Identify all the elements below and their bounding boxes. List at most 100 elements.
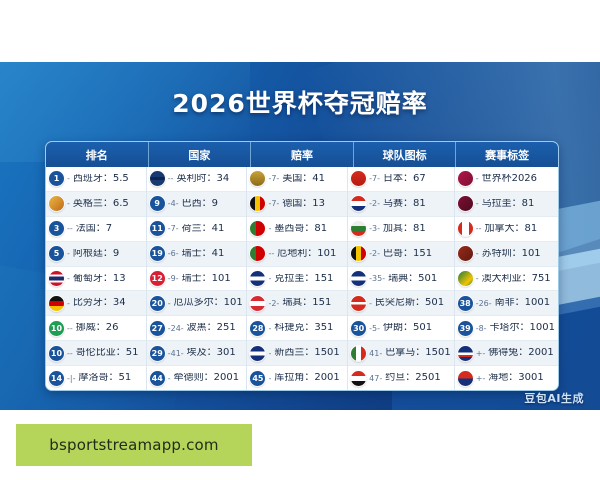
row-label: 瑞士：41 — [181, 248, 225, 259]
row-label: 澳大利亚：751 — [481, 273, 551, 284]
rank-badge: 39 — [457, 320, 473, 336]
table-row[interactable]: 27 -24- 波黑：251 — [146, 316, 247, 342]
scotland-crest-icon — [457, 246, 473, 262]
table-row[interactable]: -7- 日本：67 — [348, 167, 454, 192]
row-label: 厄瓜多尔：101 — [173, 298, 243, 309]
row-connector: - — [268, 323, 272, 333]
row-connector: - — [67, 274, 70, 283]
rank-badge: 30 — [351, 320, 367, 336]
row-label: 加其：81 — [383, 223, 426, 234]
row-label: 加拿大：81 — [484, 223, 538, 234]
table-row[interactable]: 14 -|- 摩洛哥：51 — [46, 366, 146, 390]
rank-badge: 1 — [49, 171, 64, 187]
row-label: 美国：41 — [282, 173, 326, 184]
table-row[interactable]: 11 -7- 荷兰：41 — [146, 216, 247, 242]
table-row[interactable]: 38 -26- 南非：1001 — [454, 291, 558, 317]
row-connector: -7- — [268, 174, 280, 184]
table-column-5: - 世界杯2026- 乌拉圭：81 -- 加拿大：81- 苏特圳：101- 澳大利亚：751… — [454, 167, 558, 390]
row-connector: - — [67, 199, 70, 209]
row-connector: -- — [67, 348, 73, 358]
table-row[interactable]: 28- 科捷克：351 — [247, 316, 348, 342]
row-connector: - — [67, 298, 70, 308]
table-row[interactable]: - 世界杯2026 — [454, 167, 558, 192]
row-label: 乌拉圭：81 — [481, 198, 535, 209]
table-row[interactable]: -- 英利时：34 — [146, 167, 247, 192]
row-label: 挪威：26 — [75, 323, 119, 334]
table-row[interactable]: - 民突尼斯：501 — [348, 291, 454, 317]
table-row[interactable]: 9 -4- 巴西：9 — [146, 191, 247, 217]
table-row[interactable]: -7- 美国：41 — [247, 167, 348, 192]
table-row[interactable]: - 克拉圭：151 — [247, 266, 348, 292]
england-flag-icon — [49, 196, 64, 212]
australia-flag-icon — [457, 271, 473, 286]
row-connector: 41- — [369, 348, 383, 358]
table-row[interactable]: 1- 西班牙：5.5 — [46, 167, 146, 192]
row-connector: - — [475, 199, 479, 209]
table-row[interactable]: +- 海地：3001 — [454, 366, 558, 390]
table-row[interactable]: - 英格兰：6.5 — [46, 191, 146, 217]
table-row[interactable]: 30 -5- 伊朗：501 — [348, 316, 454, 342]
table-row[interactable]: -3- 加其：81 — [348, 216, 454, 242]
poster-background: 2026世界杯夺冠赔率 排名 国家 赔率 球队图标 赛事标签 1- 西班牙：5.5- 英格兰… — [0, 62, 600, 410]
row-connector: -41- — [167, 348, 184, 358]
table-column-2: -- 英利时：34 9 -4- 巴西：9 11 -7- 荷兰：41 19 -6- 瑞士：41 12 -9… — [146, 167, 248, 390]
worldcup-logo-icon — [457, 171, 473, 187]
table-row[interactable]: 29 -41- 埃及：301 — [146, 341, 247, 367]
table-row[interactable]: 44- 牵德则：2001 — [146, 366, 247, 390]
row-connector: -4- — [167, 199, 179, 209]
rank-badge: 14 — [49, 370, 64, 386]
row-connector: -26- — [475, 298, 492, 308]
row-label: 巴拿马：1501 — [385, 348, 451, 359]
table-header-cell-1: 排名 — [46, 142, 149, 167]
table-row[interactable]: -- 厄地利：101 — [247, 241, 348, 267]
table-row[interactable]: -7- 德国：13 — [247, 191, 348, 217]
row-connector: - — [67, 174, 70, 184]
table-row[interactable]: 45- 库拉角：2001 — [247, 366, 348, 390]
table-row[interactable]: - 澳大利亚：751 — [454, 266, 558, 292]
rank-badge: 3 — [49, 221, 64, 237]
rank-badge: 10 — [49, 345, 64, 361]
haiti-flag-icon — [457, 370, 473, 386]
table-row[interactable]: - 乌拉圭：81 — [454, 191, 558, 217]
row-label: 墨西哥：81 — [274, 223, 328, 234]
belgium-flag-icon — [351, 246, 367, 262]
table-row[interactable]: -2- 巴哥：151 — [348, 241, 454, 267]
table-row[interactable]: - 比劳牙：34 — [46, 291, 146, 317]
thailand-flag-icon — [49, 271, 64, 286]
site-banner[interactable]: bsportstreamapp.com — [16, 424, 252, 466]
row-label: 英格兰：6.5 — [72, 198, 129, 209]
table-header-cell-2: 国家 — [149, 142, 252, 167]
row-label: 哥伦比亚：51 — [75, 348, 139, 359]
table-row[interactable]: - 葡萄牙：13 — [46, 266, 146, 292]
row-connector: -2- — [268, 298, 280, 308]
row-label: 佛得兔：2001 — [488, 348, 554, 359]
table-row[interactable]: -35- 瑞典：501 — [348, 266, 454, 292]
table-row[interactable]: - 新西兰：1501 — [247, 341, 348, 367]
row-label: 约旦：2501 — [385, 373, 441, 384]
table-row[interactable]: 47- 约旦：2501 — [348, 366, 454, 390]
table-row[interactable]: 10 -- 哥伦比亚：51 — [46, 341, 146, 367]
rank-badge: 45 — [250, 370, 266, 386]
row-label: 比劳牙：34 — [72, 298, 126, 309]
table-row[interactable]: 10 -- 挪威：26 — [46, 316, 146, 342]
row-label: 苏特圳：101 — [481, 248, 541, 259]
table-row[interactable]: 39 -8- 卡塔尔：1001 — [454, 316, 558, 342]
table-row[interactable]: 3 -- 法国：7 — [46, 216, 146, 242]
table-row[interactable]: -- 加拿大：81 — [454, 216, 558, 242]
table-row[interactable]: 20- 厄瓜多尔：101 — [146, 291, 247, 317]
row-label: 法国：7 — [75, 223, 113, 234]
row-label: 摩洛哥：51 — [78, 373, 132, 384]
row-label: 世界杯2026 — [481, 173, 538, 184]
rank-badge: 11 — [149, 221, 165, 237]
table-row[interactable]: 12 -9- 瑞士：101 — [146, 266, 247, 292]
table-row[interactable]: - 墨西哥：81 — [247, 216, 348, 242]
table-row[interactable]: +- 佛得兔：2001 — [454, 341, 558, 367]
table-row[interactable]: -2- 乌赛：81 — [348, 191, 454, 217]
table-row[interactable]: - 苏特圳：101 — [454, 241, 558, 267]
table-row[interactable]: -2- 瑞其：151 — [247, 291, 348, 317]
table-row[interactable]: 41- 巴拿马：1501 — [348, 341, 454, 367]
row-connector: -- — [475, 224, 482, 234]
table-row[interactable]: 19 -6- 瑞士：41 — [146, 241, 247, 267]
denmark-flag-icon — [351, 295, 367, 311]
table-row[interactable]: 5- 阿根廷：9 — [46, 241, 146, 267]
